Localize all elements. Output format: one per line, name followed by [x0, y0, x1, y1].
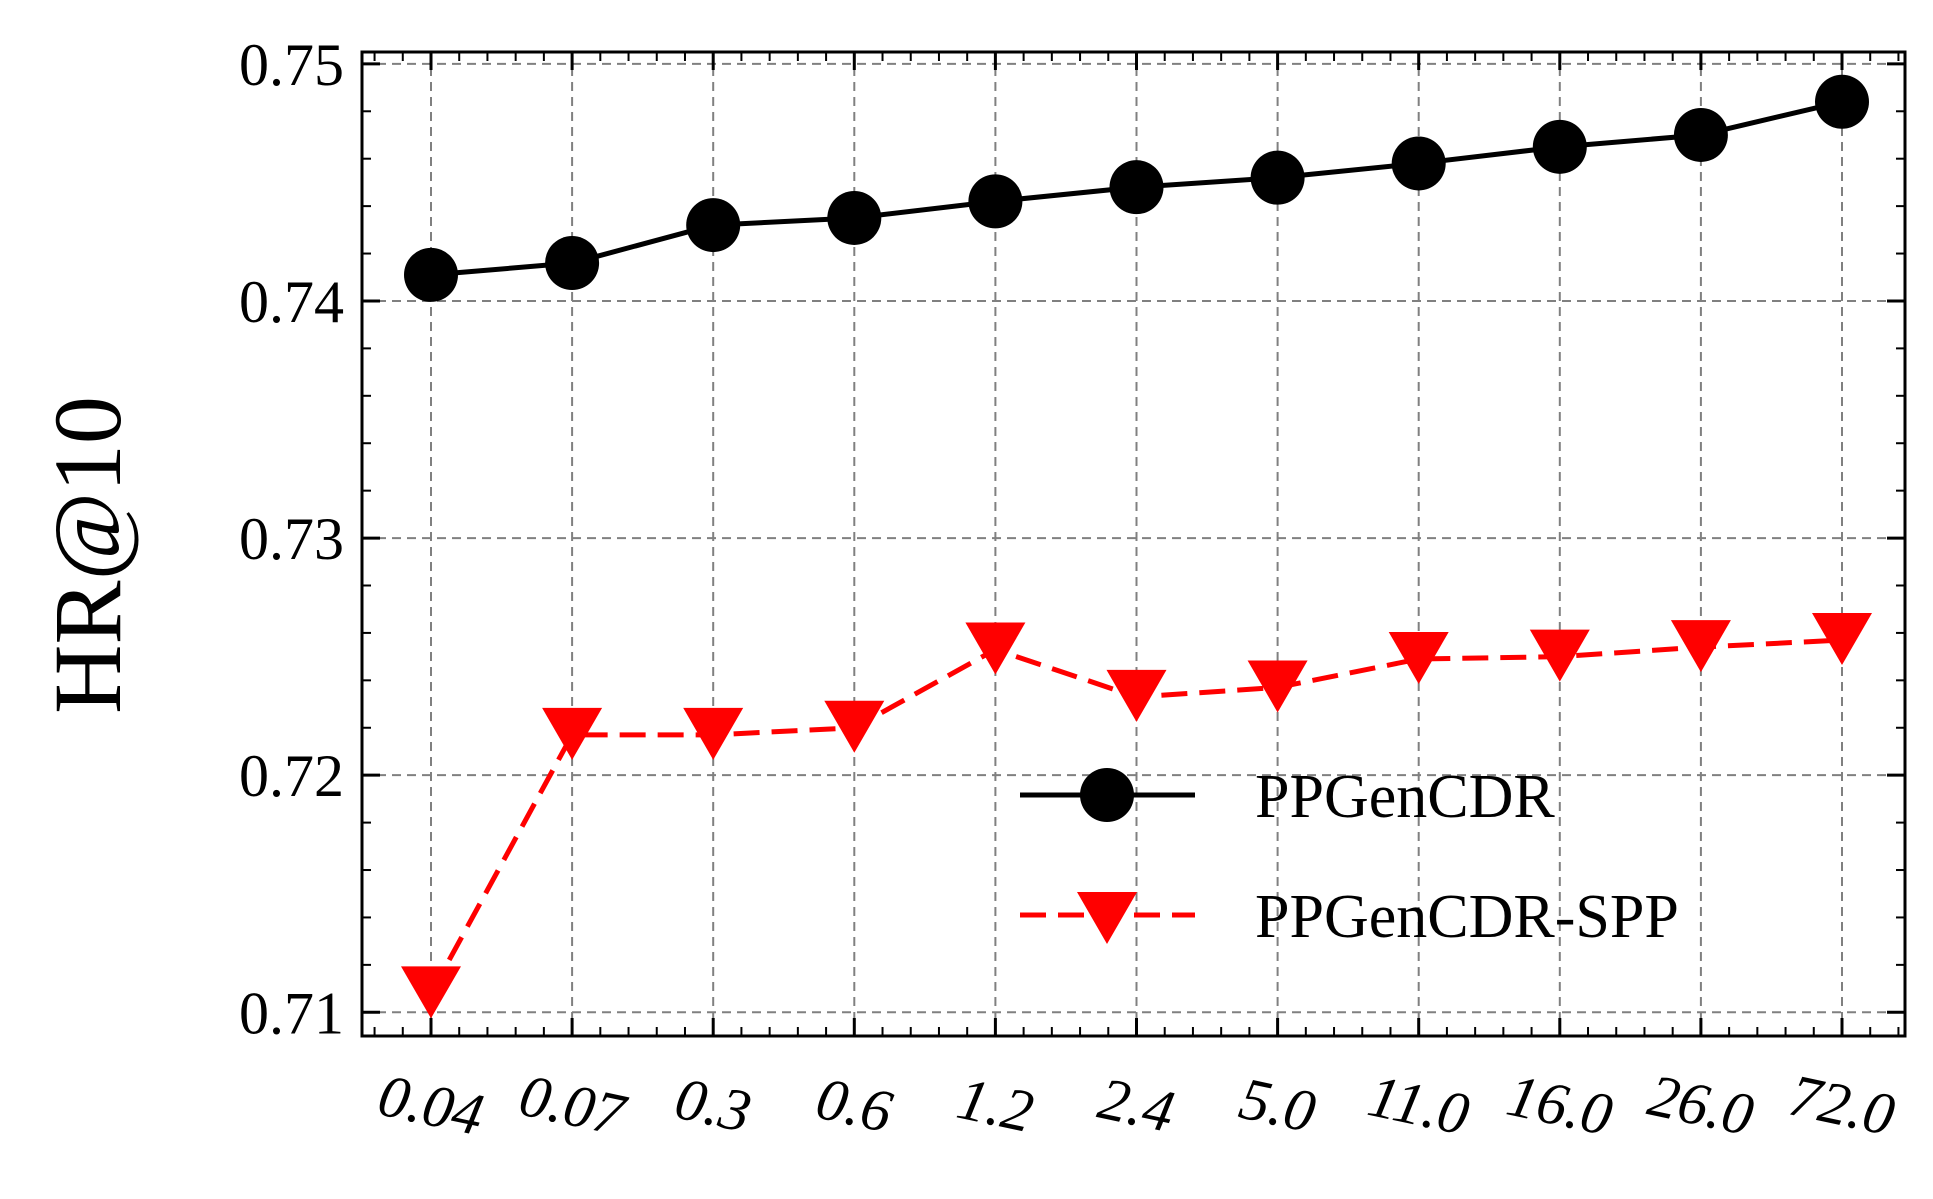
x-tick-label: 0.07	[514, 1062, 633, 1149]
data-point-ppgencdr-spp	[1670, 620, 1731, 673]
y-tick-label: 0.74	[239, 269, 344, 335]
data-point-ppgencdr-spp	[1388, 631, 1449, 684]
data-point-ppgencdr-spp	[683, 707, 744, 760]
data-point-ppgencdr	[1532, 119, 1587, 174]
x-tick-label: 0.04	[373, 1062, 489, 1148]
data-point-ppgencdr-spp	[1106, 669, 1167, 722]
y-axis-label: HR@10	[34, 396, 141, 714]
data-point-ppgencdr	[1391, 136, 1446, 191]
series-ppgencdr	[404, 74, 1869, 302]
x-tick-label: 72.0	[1784, 1062, 1900, 1148]
x-tick-label: 5.0	[1234, 1065, 1321, 1145]
data-point-ppgencdr-spp	[542, 707, 603, 760]
legend-label-ppgencdr: PPGenCDR	[1255, 763, 1555, 831]
x-tick-label: 11.0	[1363, 1062, 1475, 1147]
legend-entry-ppgencdr-spp: PPGenCDR-SPP	[1020, 883, 1679, 951]
data-point-ppgencdr	[827, 190, 882, 245]
grid-lines	[362, 52, 1905, 1036]
x-tick-label: 16.0	[1502, 1062, 1618, 1148]
data-point-ppgencdr	[1815, 74, 1869, 129]
legend-marker-ppgencdr	[1080, 768, 1134, 822]
data-point-ppgencdr-spp	[401, 966, 461, 1019]
y-tick-label: 0.72	[239, 743, 344, 809]
data-point-ppgencdr	[545, 236, 600, 291]
plot-frame	[360, 50, 1907, 1038]
y-tick-label: 0.71	[239, 980, 344, 1046]
x-tick-label: 1.2	[952, 1065, 1039, 1145]
data-point-ppgencdr-spp	[824, 700, 885, 753]
legend-label-ppgencdr-spp: PPGenCDR-SPP	[1255, 883, 1679, 951]
data-point-ppgencdr-spp	[1812, 613, 1872, 666]
y-tick-label: 0.73	[239, 506, 344, 572]
x-tick-label: 26.0	[1643, 1062, 1759, 1148]
data-point-ppgencdr	[686, 198, 741, 253]
data-point-ppgencdr	[1109, 160, 1164, 215]
x-tick-labels: 0.04 0.07 0.3 0.6 1.2 2.4 5.0 11.0 16.0 26.0 72.0	[373, 1062, 1900, 1149]
data-point-ppgencdr-spp	[1247, 660, 1308, 713]
y-tick-label: 0.75	[239, 32, 344, 98]
data-point-ppgencdr	[968, 174, 1023, 229]
data-point-ppgencdr	[404, 247, 458, 302]
y-tick-labels: 0.71 0.72 0.73 0.74 0.75	[239, 32, 344, 1046]
x-tick-label: 0.6	[811, 1065, 898, 1145]
x-tick-label: 0.3	[670, 1065, 757, 1145]
data-point-ppgencdr	[1673, 107, 1728, 162]
series-layer	[401, 74, 1872, 1019]
major-ticks	[362, 52, 1905, 1036]
data-point-ppgencdr-spp	[965, 622, 1026, 675]
legend-marker-ppgencdr-spp	[1077, 892, 1137, 944]
legend: PPGenCDR PPGenCDR-SPP	[1020, 763, 1679, 951]
data-point-ppgencdr-spp	[1529, 629, 1590, 682]
legend-entry-ppgencdr: PPGenCDR	[1020, 763, 1555, 831]
series-ppgencdr-spp	[401, 613, 1872, 1019]
data-point-ppgencdr	[1250, 150, 1305, 205]
x-tick-label: 2.4	[1093, 1065, 1180, 1145]
